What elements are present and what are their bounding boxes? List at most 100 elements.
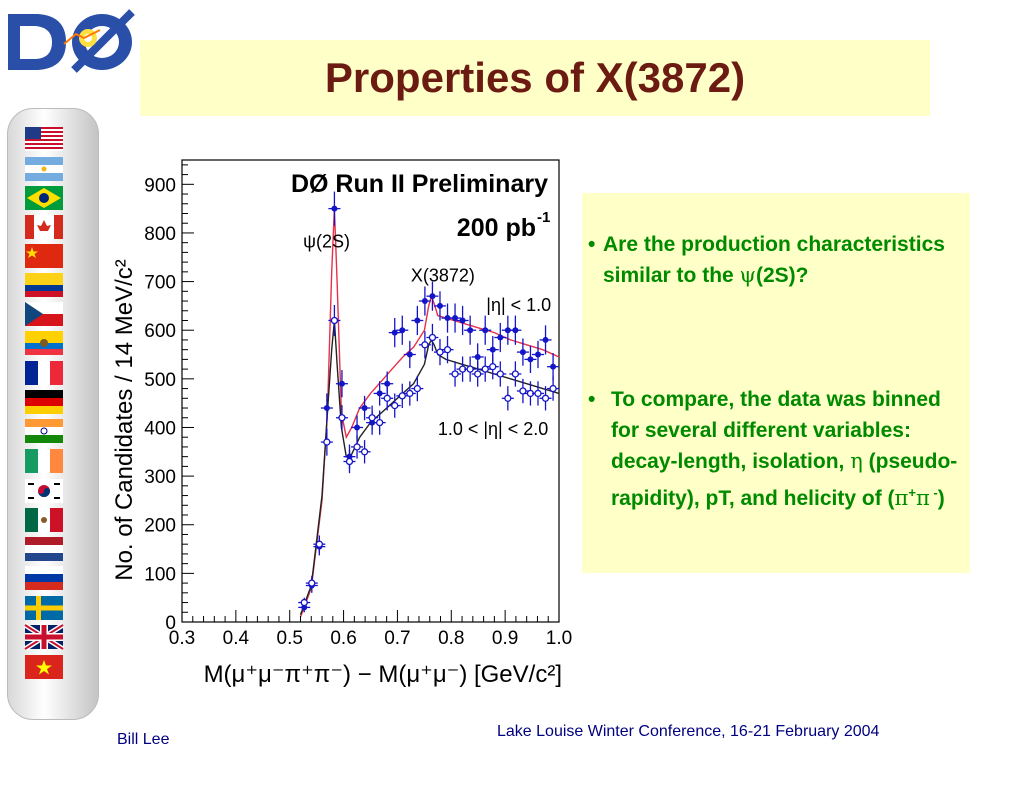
- canada-flag: [25, 215, 63, 239]
- china-flag: [25, 244, 63, 268]
- point-marker-open: [323, 438, 331, 446]
- data-point: [328, 304, 341, 337]
- vietnam-flag: [25, 655, 63, 679]
- data-point: [494, 322, 507, 353]
- data-point: [403, 381, 416, 406]
- data-point: [456, 305, 469, 336]
- y-tick-label: 0: [165, 613, 176, 634]
- y-tick-label: 800: [144, 224, 176, 245]
- point-marker-filled: [429, 293, 436, 300]
- data-point: [373, 381, 386, 406]
- point-marker-filled: [467, 327, 474, 334]
- data-point: [433, 338, 446, 366]
- point-marker-open: [391, 401, 399, 410]
- point-marker-open: [338, 414, 346, 422]
- data-point: [418, 286, 431, 316]
- data-point: [388, 318, 401, 348]
- data-point: [366, 405, 379, 430]
- plot-annotation: ψ(2S): [303, 232, 350, 252]
- point-marker-filled: [414, 317, 421, 324]
- point-marker-open: [353, 443, 361, 451]
- data-point: [320, 393, 333, 423]
- point-marker-filled: [406, 351, 413, 358]
- plot-annotation: 1.0 < |η| < 2.0: [438, 419, 548, 439]
- data-point: [328, 191, 341, 226]
- x-tick-label: 0.5: [277, 628, 303, 649]
- point-marker-open: [368, 414, 376, 422]
- data-point: [358, 440, 371, 464]
- point-marker-filled: [421, 298, 428, 305]
- point-marker-open: [451, 370, 459, 378]
- y-tick-label: 300: [144, 467, 176, 488]
- point-marker-open: [360, 448, 369, 456]
- y-tick-label: 500: [144, 370, 176, 391]
- data-point: [509, 361, 522, 387]
- point-marker-open: [413, 384, 422, 393]
- bullet-dot-icon: •: [588, 233, 596, 256]
- point-marker-filled: [489, 346, 496, 353]
- sweden-flag: [25, 596, 63, 620]
- chart-title: DØ Run II Preliminary: [291, 170, 548, 198]
- data-point: [479, 315, 492, 345]
- point-marker-open: [474, 370, 482, 378]
- point-marker-open: [308, 579, 316, 587]
- x-tick-label: 0.4: [223, 628, 250, 649]
- point-marker-filled: [399, 327, 406, 334]
- x3872-mass-plot: 0.3 0.4 0.5 0.6 0.7 0.8 0.9 1.0 0 100 200 300 400 500…: [100, 150, 580, 695]
- data-point: [388, 393, 401, 418]
- flag-sidebar: [7, 108, 99, 720]
- czech-flag: [25, 302, 63, 326]
- data-point: [449, 361, 462, 387]
- data-point: [441, 336, 454, 364]
- y-tick-label: 700: [144, 273, 176, 294]
- data-point: [351, 435, 364, 459]
- bullet-compare: • To compare, the data was binned for se…: [588, 384, 968, 514]
- point-marker-open: [481, 365, 489, 373]
- x-tick-label: 0.9: [492, 628, 518, 649]
- data-point: [464, 315, 477, 345]
- data-point: [411, 375, 424, 402]
- russia-flag: [25, 566, 63, 590]
- point-marker-open: [330, 316, 339, 325]
- data-point: [343, 449, 356, 474]
- point-marker-filled: [452, 315, 459, 322]
- point-marker-filled: [474, 353, 481, 360]
- plot-annotation: X(3872): [411, 266, 475, 286]
- point-marker-filled: [376, 390, 383, 397]
- y-tick-label: 600: [144, 321, 176, 342]
- point-marker-open: [376, 418, 384, 427]
- point-marker-open: [443, 346, 452, 354]
- point-marker-filled: [550, 363, 557, 370]
- point-marker-filled: [527, 356, 534, 363]
- data-point: [381, 386, 394, 411]
- data-point: [426, 281, 439, 311]
- point-marker-open: [428, 333, 437, 342]
- chart-ylabel: No. of Candidates / 14 MeV/c²: [111, 259, 138, 581]
- data-point: [373, 410, 386, 435]
- data-point: [547, 353, 560, 381]
- y-tick-label: 900: [144, 175, 176, 196]
- data-point: [449, 303, 462, 333]
- data-point: [531, 340, 544, 369]
- data-point: [396, 315, 409, 345]
- germany-flag: [25, 390, 63, 414]
- data-point: [396, 383, 409, 409]
- ecuador-flag: [25, 331, 63, 355]
- data-point: [464, 356, 477, 382]
- slide-title: Properties of X(3872): [324, 54, 746, 101]
- point-marker-filled: [384, 380, 391, 387]
- point-marker-filled: [459, 317, 466, 324]
- ireland-flag: [25, 449, 63, 473]
- colombia-flag: [25, 273, 63, 297]
- data-point: [501, 386, 514, 411]
- point-marker-filled: [354, 424, 361, 431]
- brazil-flag: [25, 186, 63, 210]
- data-point: [471, 361, 484, 387]
- data-point: [426, 323, 439, 352]
- chart-subtitle-sup: -1: [537, 209, 550, 226]
- point-marker-filled: [436, 302, 443, 309]
- point-marker-open: [549, 384, 557, 393]
- footer-author: Bill Lee: [117, 731, 170, 748]
- data-point: [539, 386, 552, 411]
- point-marker-open: [398, 392, 406, 400]
